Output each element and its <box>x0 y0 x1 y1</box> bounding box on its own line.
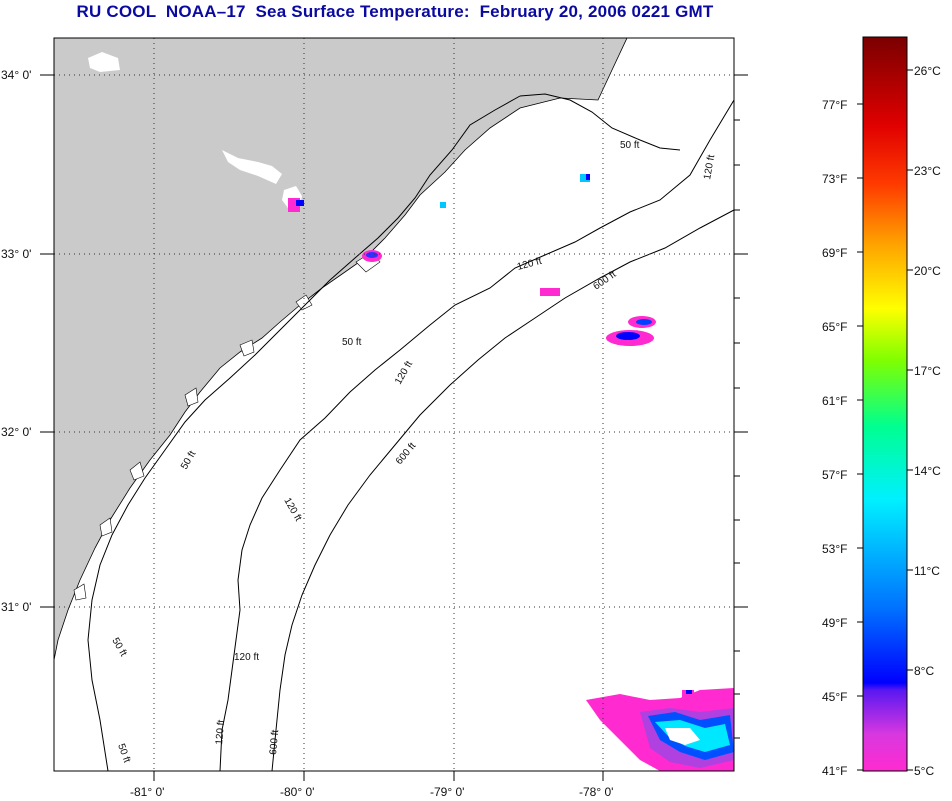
lat-label: 31° 0' <box>1 600 31 614</box>
colorbar-c-label: 11°C <box>914 564 940 578</box>
colorbar-f-label: 57°F <box>822 468 847 482</box>
sst-patch-inland <box>288 198 304 212</box>
colorbar-ticks <box>857 69 913 771</box>
colorbar-c-label: 20°C <box>914 264 941 278</box>
colorbar-f-label: 65°F <box>822 320 847 334</box>
map-frame <box>53 37 735 772</box>
contour-label: 50 ft <box>342 337 362 348</box>
contour-label: 120 ft <box>234 652 259 663</box>
lon-label: -80° 0' <box>280 785 314 799</box>
contour-label: 600 ft <box>268 729 281 755</box>
colorbar-c-label: 8°C <box>914 664 934 678</box>
axis-ticks <box>40 74 748 781</box>
lat-label: 33° 0' <box>1 247 31 261</box>
lat-label: 34° 0' <box>1 68 31 82</box>
colorbar-f-label: 77°F <box>822 98 847 112</box>
sst-patch-offshore <box>540 174 656 346</box>
colorbar-f-label: 69°F <box>822 246 847 260</box>
land-mass <box>54 38 628 661</box>
colorbar-f-label: 53°F <box>822 542 847 556</box>
sst-patch-southeast <box>586 688 734 771</box>
contour-50ft <box>87 93 681 771</box>
colorbar-c-label: 26°C <box>914 64 941 78</box>
colorbar-f-label: 73°F <box>822 172 847 186</box>
lon-label: -81° 0' <box>130 785 164 799</box>
temperature-colorbar <box>862 36 908 772</box>
colorbar-c-label: 14°C <box>914 464 941 478</box>
colorbar-c-label: 17°C <box>914 364 941 378</box>
cloud-patch <box>54 700 62 760</box>
contour-label: 50 ft <box>620 140 640 151</box>
colorbar-f-label: 45°F <box>822 690 847 704</box>
colorbar-f-label: 41°F <box>822 764 847 778</box>
contour-120ft <box>219 99 734 771</box>
colorbar-c-label: 23°C <box>914 164 941 178</box>
contour-label: 120 ft <box>214 719 227 745</box>
cloud-patch <box>222 150 282 184</box>
cloud-patch <box>88 52 120 72</box>
map-title: RU COOL NOAA–17 Sea Surface Temperature:… <box>76 2 714 21</box>
colorbar-f-label: 61°F <box>822 394 847 408</box>
lat-label: 32° 0' <box>1 425 31 439</box>
colorbar-c-label: 5°C <box>914 764 934 778</box>
contour-600ft <box>271 209 734 771</box>
colorbar-f-label: 49°F <box>822 616 847 630</box>
lon-label: -78° 0' <box>579 785 613 799</box>
lon-label: -79° 0' <box>430 785 464 799</box>
contour-label: 120 ft <box>702 154 717 181</box>
lat-lon-grid <box>54 38 734 771</box>
